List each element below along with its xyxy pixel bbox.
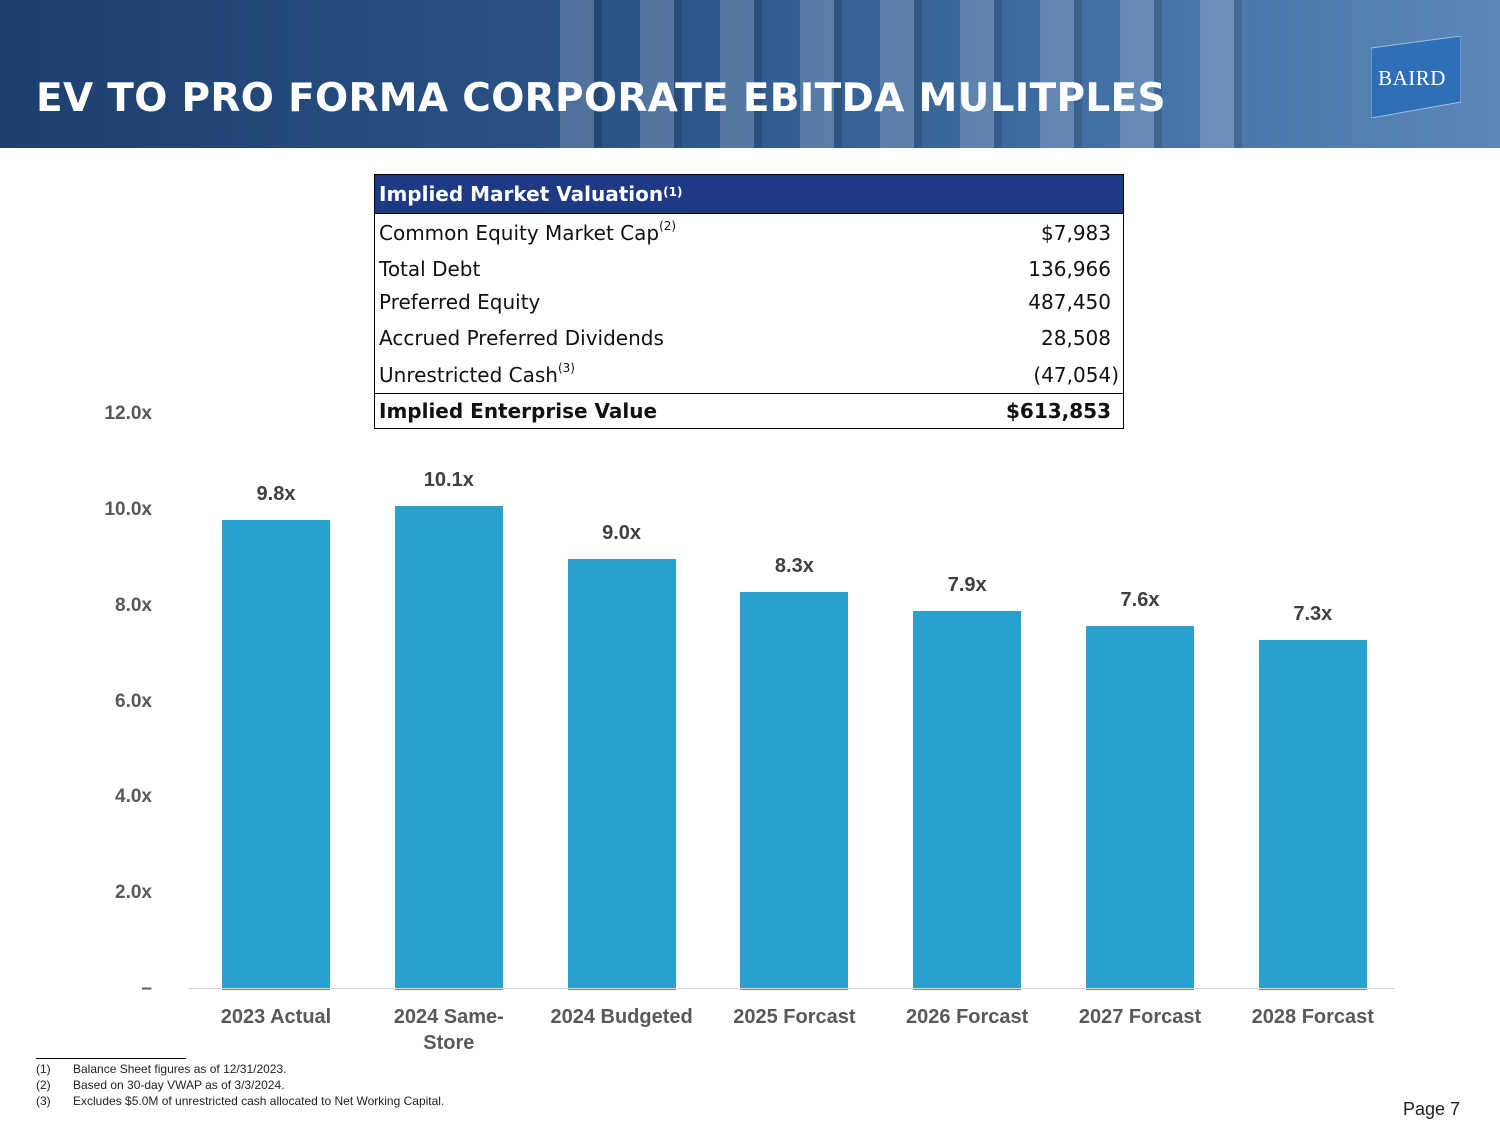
row-value: 136,966	[1028, 256, 1111, 281]
row-value: 487,450	[1028, 290, 1111, 314]
footnote-text: Balance Sheet figures as of 12/31/2023.	[73, 1062, 287, 1076]
total-label: Implied Enterprise Value	[379, 399, 658, 423]
page-title: EV TO PRO FORMA CORPORATE EBITDA MULITPL…	[36, 76, 1166, 121]
x-axis-line	[188, 988, 1395, 989]
footnote-ref: (3)	[557, 361, 575, 376]
footnote-text: Excludes $5.0M of unrestricted cash allo…	[73, 1094, 445, 1108]
footnote-ref: (1)	[663, 185, 683, 199]
valuation-table-header: Implied Market Valuation (1)	[375, 175, 1123, 214]
columns-background	[560, 0, 1242, 148]
row-label: Preferred Equity	[379, 290, 541, 314]
row-value: $7,983	[1041, 221, 1111, 245]
x-tick-label-line: 2026 Forcast	[906, 1006, 1029, 1028]
footnote-number: (2)	[36, 1078, 51, 1092]
table-row: Common Equity Market Cap(2) $7,983	[375, 214, 1123, 252]
data-label: 7.3x	[1293, 603, 1333, 626]
footnote-ref: (2)	[659, 219, 677, 234]
x-tick-label: 2028 Forcast	[1238, 1004, 1388, 1030]
logo-text: BAIRD	[1378, 66, 1446, 90]
footnote: (2) Based on 30-day VWAP as of 3/3/2024.	[36, 1078, 284, 1092]
data-label: 7.9x	[947, 574, 987, 597]
bar	[394, 506, 503, 990]
x-tick-label-line: Store	[423, 1032, 475, 1054]
bar	[740, 592, 849, 990]
header-banner: EV TO PRO FORMA CORPORATE EBITDA MULITPL…	[0, 0, 1500, 148]
row-label: Common Equity Market Cap	[379, 221, 660, 245]
total-row: Implied Enterprise Value $613,853	[375, 393, 1123, 428]
x-tick-label: 2025 Forcast	[719, 1004, 869, 1030]
x-tick-label: 2024 Budgeted	[547, 1004, 697, 1030]
table-row: Preferred Equity 487,450	[375, 285, 1123, 319]
x-tick-label: 2027 Forcast	[1065, 1004, 1215, 1030]
y-tick-label: 8.0x	[115, 594, 152, 616]
footnote: (1) Balance Sheet figures as of 12/31/202…	[36, 1062, 287, 1076]
table-row: Accrued Preferred Dividends 28,508	[375, 319, 1123, 357]
row-value: 28,508	[1041, 326, 1111, 350]
baird-logo: BAIRD	[1371, 36, 1461, 118]
bar	[1258, 640, 1367, 990]
x-tick-label: 2026 Forcast	[892, 1004, 1042, 1030]
bar	[222, 520, 330, 990]
row-label: Accrued Preferred Dividends	[379, 326, 664, 350]
x-tick-label-line: 2024 Budgeted	[550, 1006, 693, 1028]
footnote-number: (1)	[36, 1062, 51, 1076]
y-tick-label: 2.0x	[115, 882, 152, 904]
valuation-table-title: Implied Market Valuation	[379, 182, 664, 206]
total-value: $613,853	[1005, 399, 1111, 423]
x-tick-label-line: 2023 Actual	[220, 1006, 332, 1028]
data-label: 8.3x	[774, 555, 814, 578]
footnote-text: Based on 30-day VWAP as of 3/3/2024.	[73, 1078, 285, 1092]
data-label: 9.8x	[256, 483, 296, 506]
footnote-number: (3)	[36, 1094, 51, 1108]
row-label: Total Debt	[379, 256, 481, 281]
row-value: (47,054)	[1033, 363, 1119, 387]
x-tick-label-line: 2027 Forcast	[1078, 1006, 1202, 1028]
data-label: 10.1x	[423, 469, 474, 492]
x-tick-label: 2024 Same- Store	[374, 1004, 524, 1056]
footnote: (3) Excludes $5.0M of unrestricted cash a…	[36, 1094, 444, 1108]
y-tick-label: –	[141, 978, 152, 999]
table-row: Unrestricted Cash(3) (47,054)	[375, 357, 1123, 393]
y-tick-label: 12.0x	[104, 403, 152, 424]
data-label: 7.6x	[1120, 588, 1160, 611]
data-label: 9.0x	[602, 521, 642, 544]
y-tick-label: 4.0x	[115, 786, 152, 808]
x-tick-label: 2023 Actual	[201, 1004, 351, 1030]
table-row: Total Debt 136,966	[375, 252, 1123, 285]
x-tick-label-line: 2025 Forcast	[733, 1006, 856, 1028]
x-tick-label-line: 2024 Same-	[393, 1006, 504, 1028]
bar	[913, 611, 1022, 990]
bar	[567, 558, 676, 990]
page-number: Page 7	[1403, 1099, 1461, 1119]
y-tick-label: 6.0x	[115, 690, 152, 712]
x-tick-label-line: 2028 Forcast	[1251, 1006, 1374, 1028]
logo-flag-icon	[1371, 36, 1461, 118]
valuation-table: Implied Market Valuation (1) Common Equit…	[374, 174, 1124, 429]
bar	[1086, 625, 1194, 990]
y-tick-label: 10.0x	[104, 498, 152, 520]
footnote-divider	[36, 1058, 186, 1059]
row-label: Unrestricted Cash	[379, 363, 558, 387]
